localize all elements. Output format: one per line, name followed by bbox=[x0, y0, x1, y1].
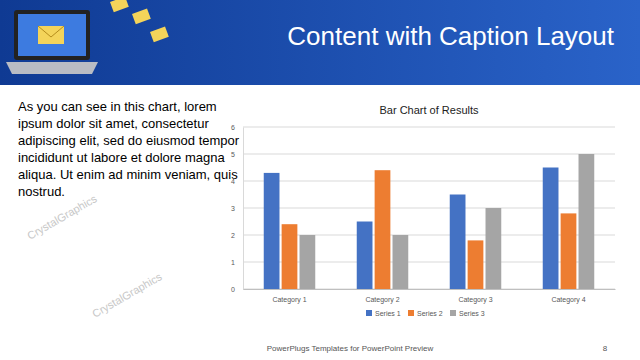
flying-envelope bbox=[110, 0, 129, 12]
legend-swatch bbox=[450, 310, 456, 316]
x-axis: Category 1 Category 2 Category 3 Category 4 bbox=[244, 289, 616, 304]
x-tick-label: Category 4 bbox=[551, 296, 585, 304]
grid-line bbox=[243, 181, 615, 182]
bar bbox=[264, 173, 280, 289]
grid bbox=[243, 127, 615, 289]
grid-line bbox=[243, 289, 615, 290]
y-tick: 1 bbox=[231, 259, 243, 266]
chart: Bar Chart of Results0123456Category 1Cat… bbox=[231, 104, 615, 317]
watermark: CrystalGraphics bbox=[90, 270, 164, 320]
x-tick: Category 4 bbox=[551, 289, 585, 304]
bar bbox=[561, 213, 577, 289]
bar bbox=[300, 235, 316, 289]
laptop-screen-frame bbox=[14, 10, 90, 60]
laptop-base bbox=[6, 62, 98, 74]
y-tick-label: 1 bbox=[231, 259, 235, 266]
x-tick: Category 1 bbox=[272, 289, 306, 304]
grid-line bbox=[243, 262, 615, 263]
footer: PowerPlugs Templates for PowerPoint Prev… bbox=[267, 344, 434, 353]
bar bbox=[393, 235, 409, 289]
bar bbox=[375, 170, 391, 289]
grid-line bbox=[243, 154, 615, 155]
x-tick-label: Category 1 bbox=[272, 296, 306, 304]
bar bbox=[450, 195, 466, 290]
y-axis: 0123456 bbox=[231, 124, 243, 293]
y-tick-label: 6 bbox=[231, 124, 235, 131]
bar bbox=[486, 208, 502, 289]
series-bars bbox=[282, 170, 577, 289]
legend-swatch bbox=[408, 310, 414, 316]
header-band bbox=[0, 0, 640, 85]
legend: Series 1 Series 2 Series 3 bbox=[366, 310, 485, 317]
bar bbox=[579, 154, 595, 289]
x-tick-label: Category 2 bbox=[365, 296, 399, 304]
y-tick: 2 bbox=[231, 232, 243, 239]
legend-label: Series 3 bbox=[459, 310, 485, 317]
series-bars bbox=[264, 168, 559, 290]
flying-envelope bbox=[150, 27, 169, 43]
legend-swatch bbox=[366, 310, 372, 316]
y-tick-label: 0 bbox=[231, 286, 235, 293]
chart-title: Bar Chart of Results bbox=[379, 104, 479, 116]
grid-line bbox=[243, 208, 615, 209]
y-tick-label: 2 bbox=[231, 232, 235, 239]
laptop-icon bbox=[6, 0, 169, 74]
bar bbox=[282, 224, 298, 289]
y-axis-line bbox=[243, 128, 244, 290]
grid-line bbox=[243, 127, 615, 128]
watermark: CrystalGraphics bbox=[25, 192, 99, 242]
caption: As you can see in this chart, lorem ipsu… bbox=[18, 98, 240, 200]
y-tick-label: 5 bbox=[231, 151, 235, 158]
bar bbox=[543, 168, 559, 290]
laptop-screen bbox=[18, 14, 86, 56]
x-tick: Category 3 bbox=[458, 289, 492, 304]
y-tick-label: 3 bbox=[231, 205, 235, 212]
flying-envelope bbox=[132, 9, 151, 25]
legend-label: Series 2 bbox=[417, 310, 443, 317]
slide-title: Content with Caption Layout bbox=[287, 21, 614, 51]
x-axis-line bbox=[244, 289, 616, 290]
y-tick: 3 bbox=[231, 205, 243, 212]
y-tick: 0 bbox=[231, 286, 243, 293]
series-bars bbox=[300, 154, 595, 289]
envelope-flap bbox=[38, 26, 64, 37]
envelope bbox=[38, 26, 64, 44]
legend-label: Series 1 bbox=[375, 310, 401, 317]
x-tick: Category 2 bbox=[365, 289, 399, 304]
bar bbox=[357, 222, 373, 290]
y-tick: 6 bbox=[231, 124, 243, 131]
bar bbox=[468, 240, 484, 289]
page-number: 8 bbox=[603, 344, 608, 353]
bars bbox=[264, 154, 595, 289]
grid-line bbox=[243, 235, 615, 236]
y-tick: 5 bbox=[231, 151, 243, 158]
x-tick-label: Category 3 bbox=[458, 296, 492, 304]
